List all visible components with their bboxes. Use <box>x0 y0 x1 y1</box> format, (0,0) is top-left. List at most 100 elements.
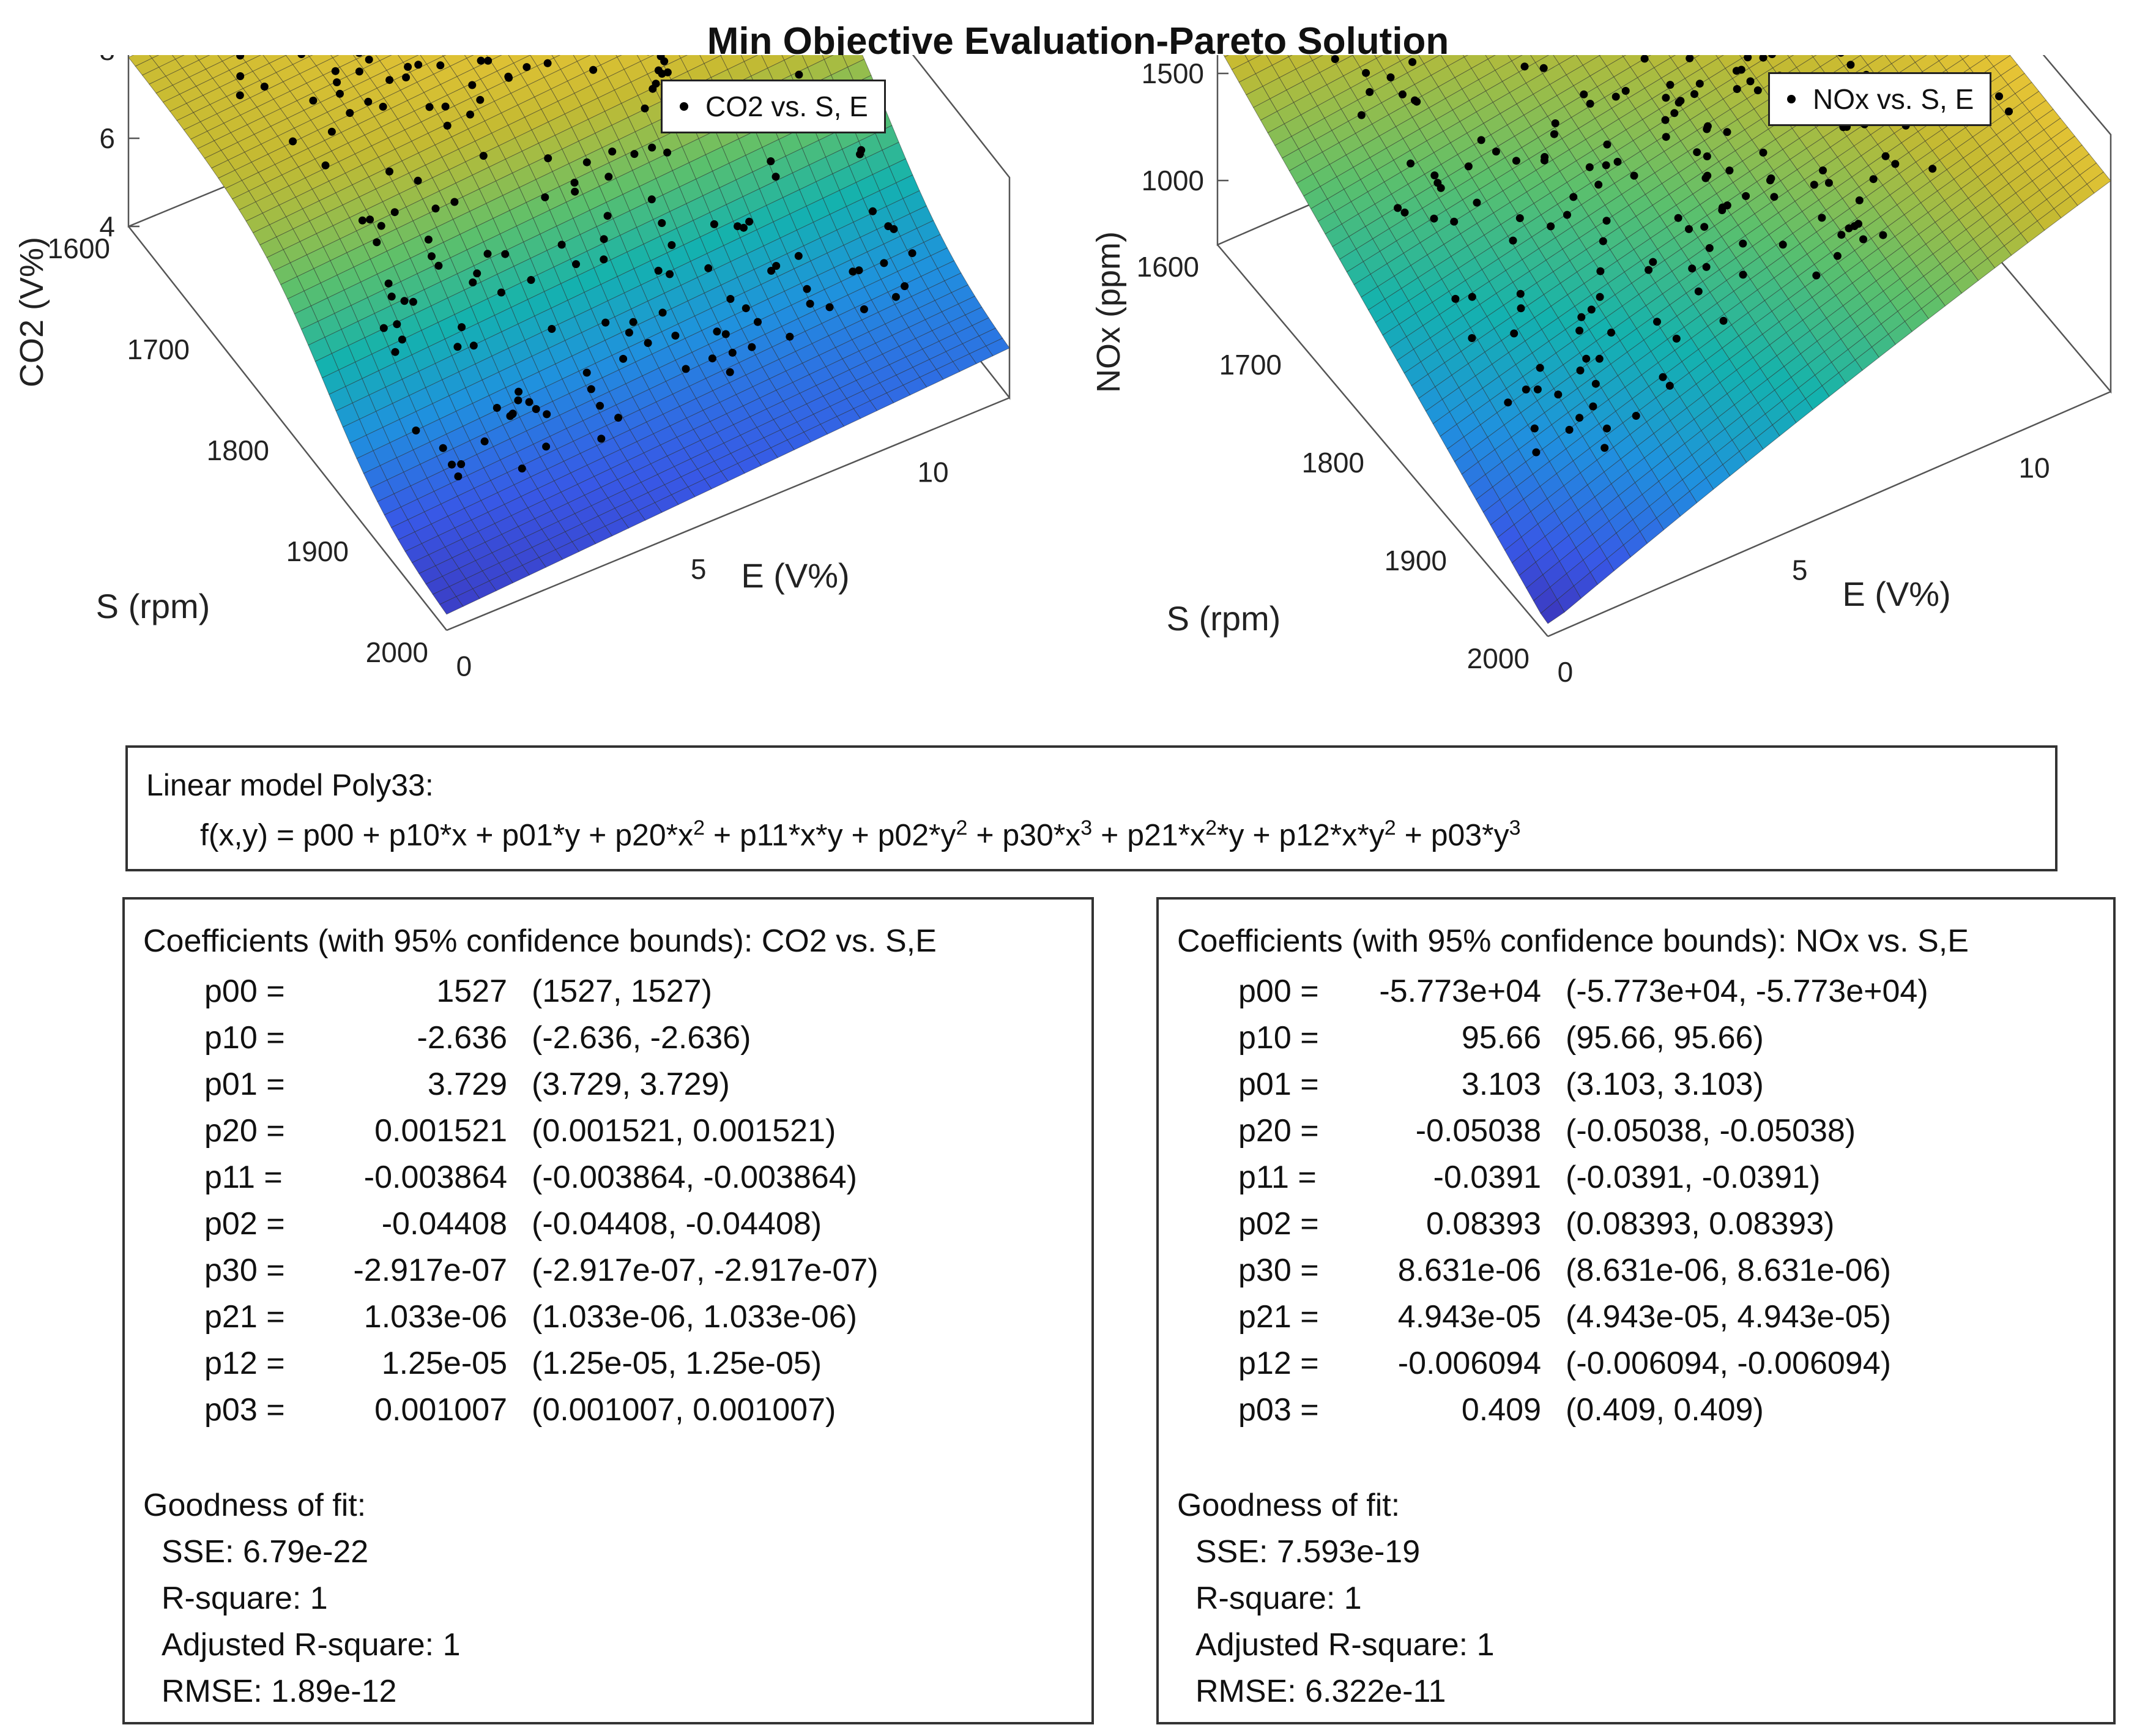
co2-coef-row: p00 = 1527 (1527, 1527) <box>204 973 712 1010</box>
nox-gof-adjrsq: Adjusted R-square: 1 <box>1195 1627 1495 1663</box>
nox-coef-bounds: (8.631e-06, 8.631e-06) <box>1566 1253 1891 1288</box>
nox-coef-row: p03 = 0.409 (0.409, 0.409) <box>1238 1392 1764 1428</box>
co2-data-point <box>439 444 447 452</box>
co2-e-axis-label: E (V%) <box>741 556 849 595</box>
co2-data-point <box>767 267 776 275</box>
nox-data-point <box>1580 90 1588 99</box>
co2-data-point <box>508 410 517 419</box>
nox-data-point <box>1585 163 1594 171</box>
co2-legend-label: CO2 vs. S, E <box>705 91 868 122</box>
co2-s-tick-label: 1600 <box>48 233 110 264</box>
co2-coef-bounds: (1.033e-06, 1.033e-06) <box>532 1299 857 1335</box>
co2-data-point <box>542 442 551 451</box>
nox-e-tick-label: 10 <box>2018 452 2050 484</box>
nox-data-point <box>1928 165 1937 173</box>
nox-data-point <box>1530 424 1539 433</box>
co2-data-point <box>384 279 393 288</box>
co2-data-point <box>543 410 551 419</box>
nox-data-point <box>1846 61 1855 69</box>
nox-coef-value: 0.08393 <box>1426 1206 1541 1242</box>
nox-data-point <box>1603 424 1611 433</box>
nox-coef-value: -0.0391 <box>1433 1160 1541 1195</box>
nox-data-point <box>1759 148 1768 157</box>
nox-coef-name: p20 = <box>1238 1113 1319 1149</box>
nox-data-point <box>1551 119 1559 127</box>
nox-coef-value: 8.631e-06 <box>1397 1253 1541 1288</box>
nox-data-point <box>1539 64 1548 72</box>
nox-z-axis-label: NOx (ppm) <box>1090 231 1127 393</box>
nox-data-point <box>1611 92 1620 101</box>
co2-data-point <box>414 61 423 69</box>
co2-data-point <box>327 127 336 136</box>
co2-data-point <box>515 387 523 396</box>
nox-data-point <box>1599 237 1607 245</box>
nox-s-tick-label: 2000 <box>1467 643 1530 674</box>
co2-data-point <box>734 222 742 231</box>
co2-gof-rmse: RMSE: 1.89e-12 <box>162 1674 397 1709</box>
co2-data-point <box>772 262 781 270</box>
nox-data-point <box>1450 217 1459 226</box>
nox-coef-name: p01 = <box>1238 1067 1319 1102</box>
nox-coef-value: -0.05038 <box>1415 1113 1541 1149</box>
nox-data-point <box>1522 386 1530 393</box>
co2-data-point <box>321 161 330 170</box>
co2-data-point <box>469 278 477 286</box>
nox-coef-value: 95.66 <box>1461 1020 1541 1056</box>
co2-data-point <box>236 72 245 80</box>
co2-data-point <box>390 208 399 217</box>
co2-data-point <box>473 269 481 278</box>
co2-data-point <box>658 308 667 317</box>
nox-coef-name: p30 = <box>1238 1253 1319 1288</box>
co2-data-point <box>570 179 579 187</box>
nox-data-point <box>1517 304 1525 313</box>
nox-data-point <box>1695 80 1704 88</box>
co2-data-point <box>518 464 526 473</box>
nox-data-point <box>1602 217 1611 225</box>
nox-coef-value: 0.409 <box>1461 1392 1541 1428</box>
co2-data-point <box>849 267 857 276</box>
co2-data-point <box>648 143 656 152</box>
nox-coef-row: p10 = 95.66 (95.66, 95.66) <box>1238 1019 1764 1056</box>
nox-data-point <box>1516 289 1525 298</box>
co2-data-point <box>366 215 374 224</box>
co2-data-point <box>891 293 900 301</box>
nox-data-point <box>1855 196 1864 204</box>
nox-data-point <box>1662 94 1670 102</box>
co2-data-point <box>794 252 803 260</box>
nox-data-point <box>1759 53 1768 62</box>
co2-data-point <box>704 264 713 272</box>
nox-data-point <box>1510 329 1518 338</box>
co2-s-axis-line <box>128 226 447 631</box>
co2-coef-value: -0.003864 <box>363 1160 507 1195</box>
co2-data-point <box>726 295 735 303</box>
co2-data-point <box>448 460 456 469</box>
co2-s-tick-label: 1800 <box>207 434 269 466</box>
co2-coef-row: p10 = -2.636 (-2.636, -2.636) <box>204 1019 751 1056</box>
co2-coef-name: p11 = <box>204 1160 283 1195</box>
co2-data-point <box>825 303 834 311</box>
nox-data-point <box>1563 211 1571 219</box>
co2-data-point <box>589 65 598 74</box>
nox-data-point <box>1575 326 1584 335</box>
co2-coef-row: p21 = 1.033e-06 (1.033e-06, 1.033e-06) <box>204 1299 857 1335</box>
co2-data-point <box>505 73 513 82</box>
nox-data-point <box>1430 171 1439 180</box>
nox-data-point <box>1879 231 1887 239</box>
co2-coef-row: p30 = -2.917e-07 (-2.917e-07, -2.917e-07) <box>204 1252 879 1289</box>
co2-data-point <box>414 176 422 185</box>
nox-surface-plot: 1000 1500 1600 1700 1800 1900 2000 0 5 10 NOx (ppm… <box>1077 0 2141 734</box>
co2-coef-value: 1527 <box>436 974 507 1009</box>
co2-data-point <box>658 219 666 227</box>
nox-data-point <box>1845 224 1853 233</box>
nox-coef-bounds: (4.943e-05, 4.943e-05) <box>1566 1299 1891 1335</box>
nox-data-point <box>1837 231 1846 239</box>
nox-coef-name: p12 = <box>1238 1346 1319 1381</box>
co2-data-point <box>742 304 750 313</box>
nox-data-point <box>1512 157 1520 165</box>
co2-data-point <box>434 261 443 270</box>
co2-data-point <box>786 332 794 341</box>
nox-data-point <box>1661 116 1670 124</box>
co2-coef-bounds: (1.25e-05, 1.25e-05) <box>532 1346 822 1381</box>
nox-data-point <box>1477 136 1485 144</box>
nox-coef-name: p11 = <box>1238 1160 1317 1195</box>
